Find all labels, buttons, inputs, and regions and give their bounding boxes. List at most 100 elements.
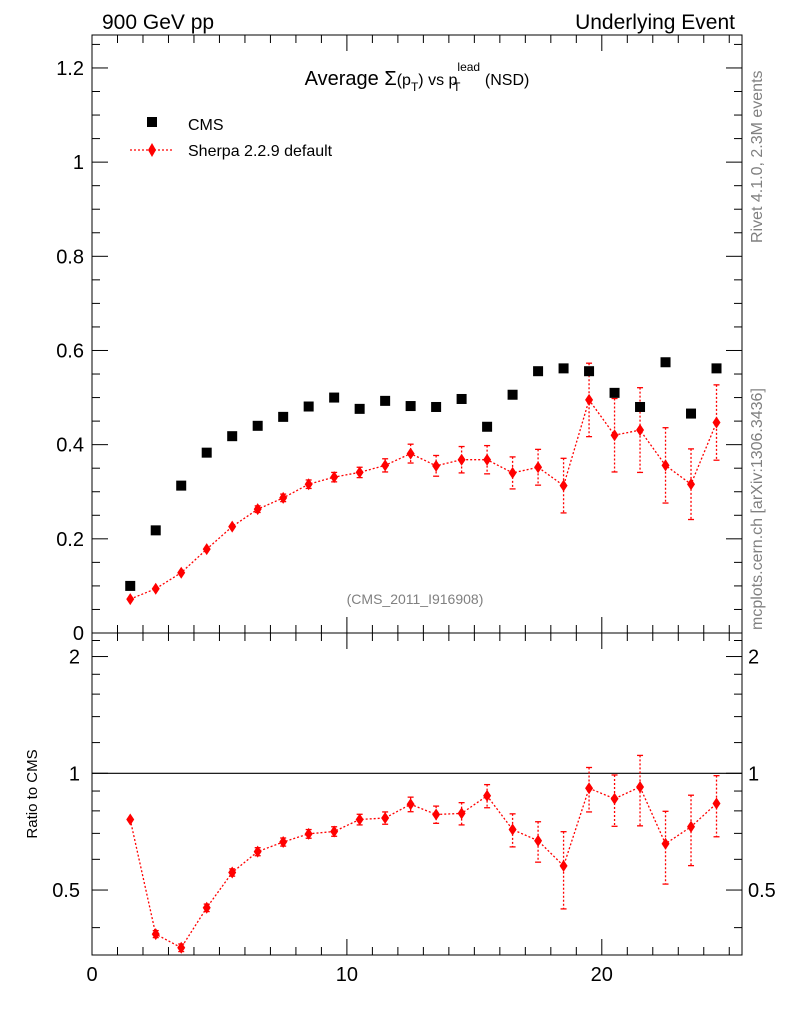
ratio-point [330,825,339,838]
cms-point [711,363,722,374]
ratio-line [129,786,717,949]
mc-point [585,393,594,406]
ratio-point [151,928,160,941]
header-right: Underlying Event [575,11,735,34]
ratio-point [177,941,186,954]
side-label-rivet: Rivet 4.1.0, 2.3M events [749,70,766,243]
side-label-mcplots: mcplots.cern.ch [arXiv:1306.3436] [749,388,766,630]
ratio-point [661,837,670,850]
mc-point [151,582,160,595]
legend-mc-label: Sherpa 2.2.9 default [188,143,333,160]
mc-point [636,424,645,437]
cms-point [380,395,391,406]
ratio-point [202,901,211,914]
ratio-point [381,811,390,824]
cms-point [431,401,442,412]
ratio-ylabel: Ratio to CMS [24,749,41,838]
mc-point [457,453,466,466]
cms-point [507,389,518,400]
mc-point [253,503,262,516]
mc-point [177,566,186,579]
mc-point [534,461,543,474]
cms-point [354,403,365,414]
ratio-point [585,782,594,795]
mc-point [355,466,364,479]
mc-point [304,478,313,491]
mc-point [610,429,619,442]
cms-point [609,387,620,398]
cms-point [227,431,238,442]
cms-point [584,366,595,377]
ratio-point [406,798,415,811]
mc-point [559,479,568,492]
mc-point [279,491,288,504]
ratio-axes: 0 10 20 0.5 0.5 1 1 2 2 [52,633,776,986]
main-ytick-label: 0.6 [56,340,84,362]
ratio-point [508,823,517,836]
ratio-point [559,859,568,872]
cms-point [660,357,671,368]
mc-point [202,543,211,556]
mc-point [381,459,390,472]
mc-point [228,520,237,533]
cms-point [125,580,136,591]
mc-point [483,453,492,466]
mc-point [126,593,135,606]
ratio-ytick-label-left: 0.5 [52,880,80,902]
header-left: 900 GeV pp [102,11,214,34]
cms-point [201,447,212,458]
ratio-point [534,834,543,847]
ratio-point [610,792,619,805]
legend: CMS Sherpa 2.2.9 default [130,117,333,160]
cms-point [686,408,697,419]
ratio-xtick-label: 20 [591,964,613,986]
mc-point [508,466,517,479]
ratio-xtick-label: 0 [86,964,97,986]
legend-cms-label: CMS [188,117,224,134]
analysis-watermark: (CMS_2011_I916908) [347,591,484,607]
cms-point [456,393,467,404]
legend-cms-marker [147,117,157,127]
ratio-point [457,807,466,820]
ratio-ytick-label-right: 2 [748,647,759,669]
main-ytick-label: 0.4 [56,435,84,457]
ratio-point [304,827,313,840]
cms-point [533,366,544,377]
cms-point [303,401,314,412]
mc-point [712,416,721,429]
cms-point [635,401,646,412]
ratio-point [355,813,364,826]
main-ytick-label: 1.2 [56,58,84,80]
mc-point [687,478,696,491]
legend-mc-marker [148,143,156,157]
ratio-point [712,797,721,810]
main-axes: 0 0.2 0.4 0.6 0.8 1 1.2 [56,35,742,645]
ratio-xtick-label: 10 [336,964,358,986]
mc-line [129,398,718,600]
ratio-point [126,813,135,826]
ratio-point [253,845,262,858]
ratio-ytick-label-left: 1 [69,763,80,785]
main-ytick-label: 0 [73,623,84,645]
cms-point [278,411,289,422]
main-plot-area [125,357,722,606]
main-title: Average Σ(pT) vs plead T (NSD) [305,60,530,94]
ratio-ytick-label-right: 0.5 [748,880,776,902]
cms-point [329,392,340,403]
ratio-point [636,780,645,793]
ratio-ytick-label-left: 2 [69,647,80,669]
cms-point [405,401,416,412]
mc-point [406,447,415,460]
cms-point [252,420,263,431]
ratio-point [432,808,441,821]
mc-point [330,471,339,484]
cms-point [482,421,493,432]
cms-point [150,525,161,536]
ratio-plot-area [126,754,721,954]
main-ytick-label: 1 [73,152,84,174]
mc-point [432,459,441,472]
ratio-ytick-label-right: 1 [748,763,759,785]
ratio-point [279,836,288,849]
cms-point [558,363,569,374]
ratio-point [687,820,696,833]
